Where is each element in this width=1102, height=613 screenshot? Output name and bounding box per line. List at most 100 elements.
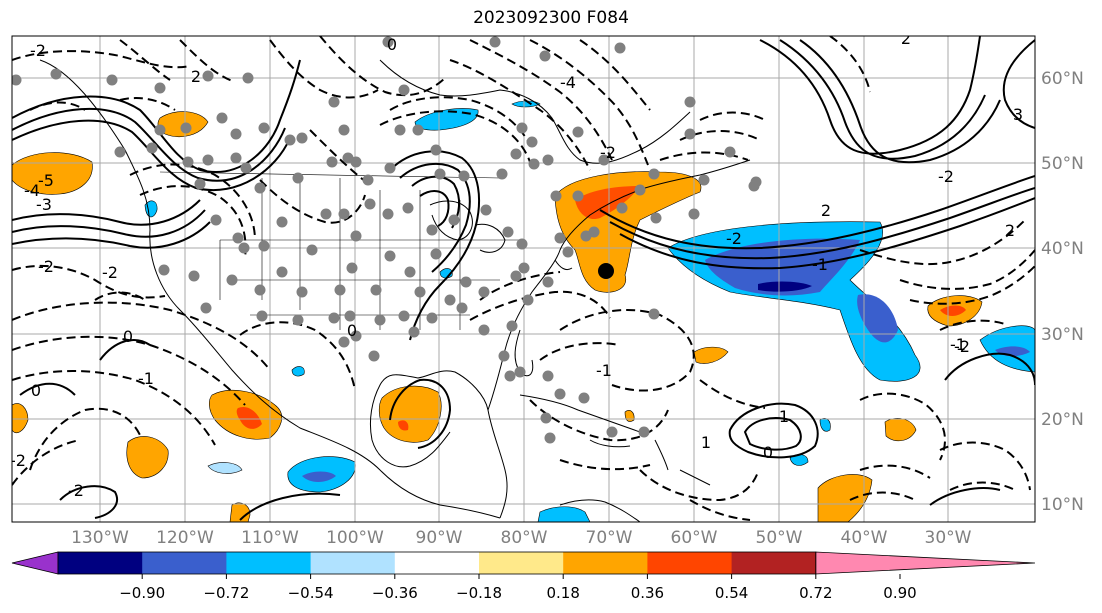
colorbar-segment xyxy=(563,552,648,574)
station-dot xyxy=(296,132,308,144)
station-dot xyxy=(350,156,362,168)
station-dot xyxy=(328,96,340,108)
station-dot xyxy=(504,370,516,382)
station-dot xyxy=(478,286,490,298)
station-dot xyxy=(426,224,438,236)
station-dot xyxy=(242,72,254,84)
station-dot xyxy=(258,122,270,134)
longitude-label: 60°W xyxy=(671,528,718,548)
colorbar-tick-label: 0.36 xyxy=(631,584,664,602)
atlantic-negative-anomaly-max xyxy=(758,281,812,292)
station-dot xyxy=(338,336,350,348)
longitude-label: 80°W xyxy=(501,528,548,548)
longitude-label: 120°W xyxy=(156,528,214,548)
station-dot xyxy=(426,312,438,324)
station-dot xyxy=(238,242,250,254)
station-dot xyxy=(338,124,350,136)
station-dot xyxy=(434,168,446,180)
colorbar-tick-label: 0.18 xyxy=(546,584,579,602)
map-frame xyxy=(11,35,1036,523)
station-dot xyxy=(328,312,340,324)
station-dot xyxy=(210,214,222,226)
contour-label: -2 xyxy=(102,263,118,282)
station-dot xyxy=(638,426,650,438)
colorbar-segment xyxy=(226,552,312,574)
colorbar-segment xyxy=(647,552,733,574)
station-dot xyxy=(158,264,170,276)
station-dot xyxy=(146,142,158,154)
station-dot xyxy=(254,182,266,194)
contour-label: 0 xyxy=(31,381,41,400)
contour-label: 1 xyxy=(779,407,789,426)
station-dot xyxy=(398,310,410,322)
colorbar-tick-label: −0.90 xyxy=(119,584,165,602)
contour-label: 2 xyxy=(191,67,201,86)
station-dot xyxy=(748,180,760,192)
station-dot xyxy=(648,308,660,320)
contour-label: -5 xyxy=(38,171,54,190)
contour-label: 3 xyxy=(1013,105,1023,124)
station-dot xyxy=(408,326,420,338)
contour-label: -1 xyxy=(950,335,966,354)
station-dot xyxy=(254,284,266,296)
station-dot xyxy=(554,388,566,400)
station-dot xyxy=(414,286,426,298)
station-dot xyxy=(510,270,522,282)
colorbar-tick-label: 0.72 xyxy=(799,584,832,602)
station-dot xyxy=(404,266,416,278)
station-dot xyxy=(634,184,646,196)
station-dot xyxy=(550,190,562,202)
contour-label: -2 xyxy=(10,451,26,470)
station-dot xyxy=(514,366,526,378)
map-title: 2023092300 F084 xyxy=(473,8,629,28)
station-dot xyxy=(489,36,501,48)
station-dot xyxy=(444,294,456,306)
colorbar-max-extend xyxy=(815,551,1036,575)
contour-label: 0 xyxy=(123,327,133,346)
station-dot xyxy=(650,212,662,224)
station-dot xyxy=(724,146,736,158)
station-dot xyxy=(458,170,470,182)
colorbar-tick-label: −0.36 xyxy=(372,584,418,602)
contour-label: 0 xyxy=(763,443,773,462)
station-dot xyxy=(562,246,574,258)
longitude-label: 40°W xyxy=(841,528,888,548)
station-dot xyxy=(232,232,244,244)
latitude-label: 10°N xyxy=(1041,495,1084,515)
coastlines xyxy=(39,59,751,522)
colorbar-tick-label: 0.90 xyxy=(883,584,916,602)
station-dot xyxy=(384,162,396,174)
station-dot xyxy=(106,74,118,86)
atlantic-negative-anomaly-south xyxy=(857,294,898,343)
contour-labels: -2 0-4-22-5-4-3-2 -22322-2-10-2-110-210-10… xyxy=(10,36,1023,500)
station-dot xyxy=(362,174,374,186)
station-dot xyxy=(334,284,346,296)
station-dot xyxy=(498,350,510,362)
station-dot xyxy=(188,270,200,282)
station-dot xyxy=(284,134,296,146)
station-dot xyxy=(688,208,700,220)
station-dot xyxy=(180,122,192,134)
contour-label: -3 xyxy=(36,195,52,214)
station-dot xyxy=(382,36,394,48)
contour-label: -2 xyxy=(30,41,46,60)
longitude-label: 50°W xyxy=(756,528,803,548)
contour-label: -2 xyxy=(38,257,54,276)
colorbar: −0.90 −0.72 −0.54 −0.36 −0.18 0.18 0.36 0.54 0.7… xyxy=(11,551,1036,602)
station-dot xyxy=(528,158,540,170)
station-dot xyxy=(554,232,566,244)
contour-label: -4 xyxy=(560,73,576,92)
station-dot xyxy=(542,276,554,288)
longitude-label: 130°W xyxy=(71,528,129,548)
station-dot xyxy=(114,146,126,158)
contour-label: -2 xyxy=(68,481,84,500)
station-dot xyxy=(296,286,308,298)
station-dot xyxy=(648,168,660,180)
colorbar-min-extend xyxy=(11,551,59,575)
contour-label: -2 xyxy=(726,229,742,248)
contour-label: 2 xyxy=(1005,221,1015,240)
contour-label: -2 xyxy=(954,337,970,356)
station-dots xyxy=(12,36,762,444)
